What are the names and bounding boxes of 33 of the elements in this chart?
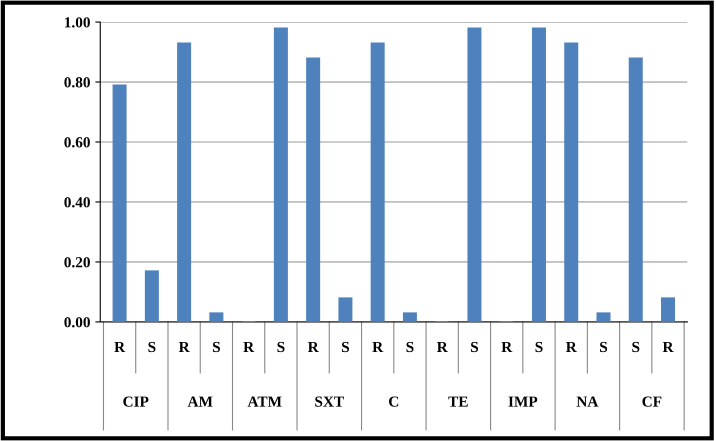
- x-tick-label: R: [566, 342, 577, 352]
- y-tick-label: 0.00: [64, 317, 90, 328]
- text: AM: [188, 396, 213, 407]
- y-tick-label: 0.40: [64, 197, 90, 208]
- x-tick-label: S: [471, 342, 478, 352]
- text: TE: [448, 396, 468, 407]
- x-tick-label: S: [536, 342, 543, 352]
- x-tick-label: S: [148, 342, 156, 352]
- x-tick-label: S: [342, 342, 350, 352]
- text: C: [389, 396, 398, 407]
- x-tick-label: S: [406, 342, 414, 352]
- x-tick-label: R: [308, 342, 319, 352]
- x-tick-label: R: [178, 342, 190, 352]
- x-tick-label: R: [372, 342, 384, 352]
- x-tick-label: R: [114, 342, 126, 352]
- text: IMP: [508, 396, 538, 407]
- text: CIP: [123, 396, 148, 407]
- x-tick-label: S: [632, 342, 640, 352]
- x-tick-label: S: [600, 342, 608, 352]
- text: ATM: [248, 396, 282, 407]
- text: CF: [642, 396, 662, 407]
- x-tick-label: R: [243, 342, 254, 352]
- x-tick-label: S: [277, 342, 284, 352]
- y-tick-label: 1.00: [65, 17, 90, 28]
- text: NA: [576, 396, 598, 407]
- y-tick-label: 0.60: [64, 137, 90, 148]
- text: SXT: [315, 396, 344, 407]
- x-tick-label: R: [501, 342, 512, 352]
- x-tick-label: R: [662, 342, 674, 352]
- x-tick-label: R: [436, 342, 448, 352]
- y-tick-label: 0.20: [64, 257, 90, 268]
- y-tick-label: 0.80: [64, 77, 90, 88]
- x-tick-label: S: [212, 342, 220, 352]
